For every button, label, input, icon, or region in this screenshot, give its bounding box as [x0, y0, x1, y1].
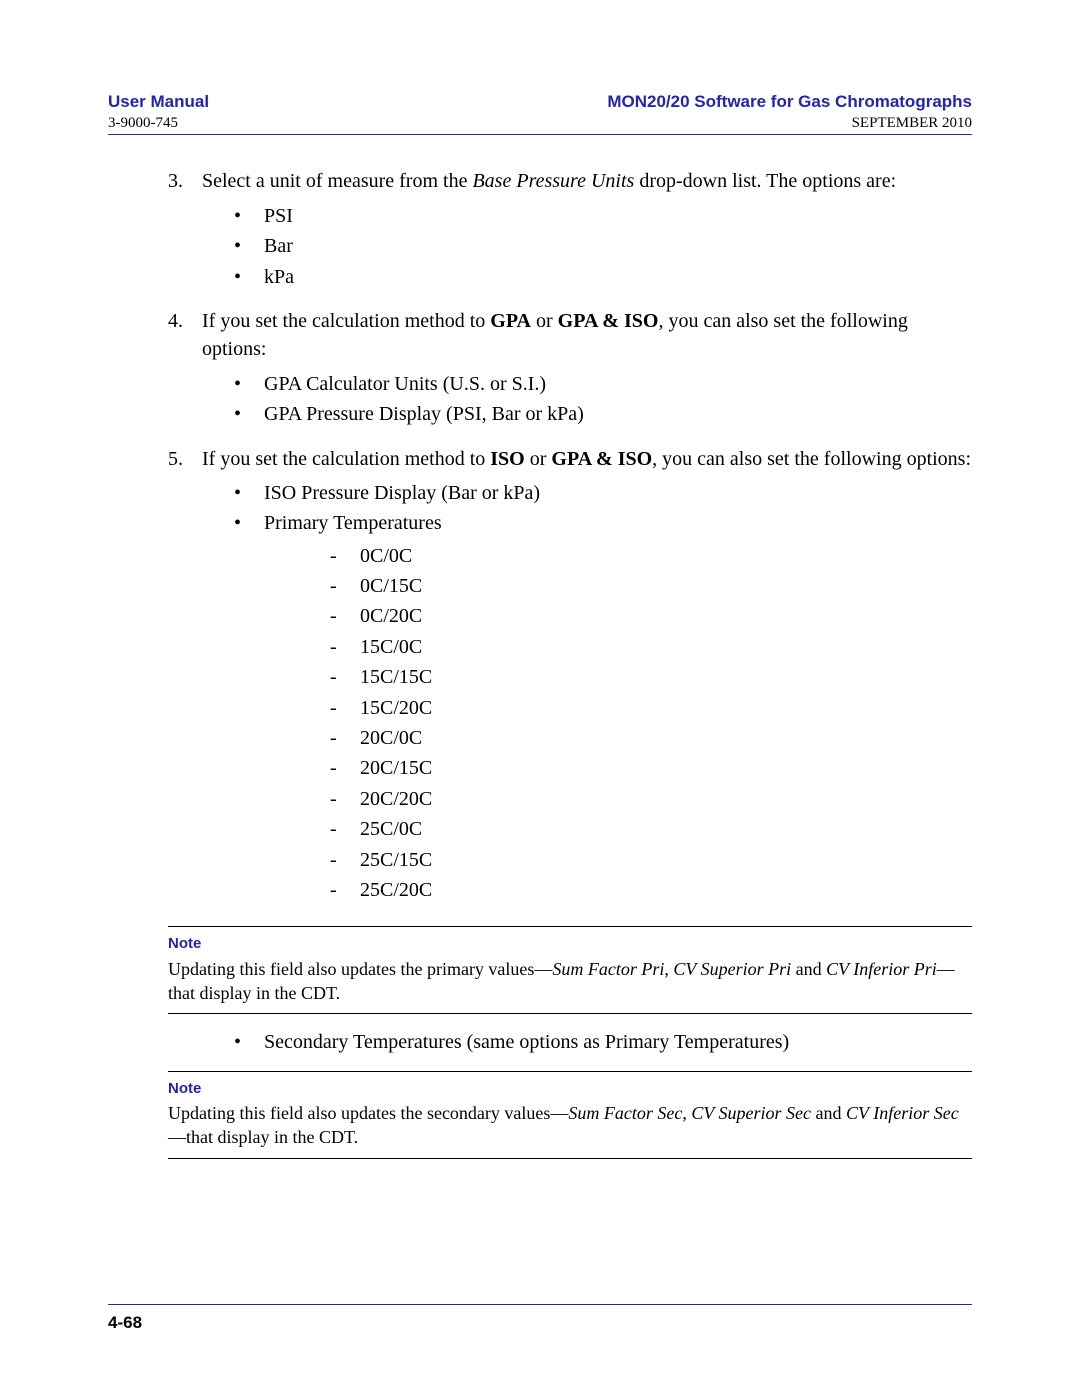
step-3-text: Select a unit of measure from the Base P…	[202, 170, 896, 192]
step-number: 3.	[168, 167, 202, 297]
step-3-options: •PSI •Bar •kPa	[202, 202, 972, 291]
list-item: •PSI	[232, 202, 972, 230]
note-secondary: Note Updating this field also updates th…	[168, 1071, 972, 1159]
note-text: Updating this field also updates the sec…	[168, 1101, 972, 1150]
footer-rule	[108, 1304, 972, 1305]
note-text: Updating this field also updates the pri…	[168, 957, 972, 1006]
step-5-options: •ISO Pressure Display (Bar or kPa) • Pri…	[202, 479, 972, 906]
step-4-options: •GPA Calculator Units (U.S. or S.I.) •GP…	[202, 370, 972, 429]
list-item: -25C/15C	[330, 846, 972, 874]
page-number: 4-68	[108, 1313, 142, 1333]
header-left-sub: 3-9000-745	[108, 114, 178, 132]
header-left-title: User Manual	[108, 92, 209, 112]
page-header: User Manual MON20/20 Software for Gas Ch…	[108, 92, 972, 135]
document-page: User Manual MON20/20 Software for Gas Ch…	[0, 0, 1080, 1397]
list-item: -25C/20C	[330, 876, 972, 904]
step-4: 4. If you set the calculation method to …	[168, 307, 972, 435]
list-item-secondary-temps: •Secondary Temperatures (same options as…	[232, 1028, 972, 1056]
list-item: •ISO Pressure Display (Bar or kPa)	[232, 479, 972, 507]
step-5: 5. If you set the calculation method to …	[168, 445, 972, 913]
list-item: -15C/0C	[330, 633, 972, 661]
list-item: -20C/0C	[330, 724, 972, 752]
list-item: -15C/20C	[330, 694, 972, 722]
list-item: •Bar	[232, 232, 972, 260]
primary-temperatures-list: -0C/0C -0C/15C -0C/20C -15C/0C -15C/15C …	[264, 542, 972, 905]
header-right-title: MON20/20 Software for Gas Chromatographs	[607, 92, 972, 112]
step-5-text: If you set the calculation method to ISO…	[202, 448, 971, 470]
list-item: -0C/15C	[330, 572, 972, 600]
step-3: 3. Select a unit of measure from the Bas…	[168, 167, 972, 297]
list-item: -0C/20C	[330, 602, 972, 630]
step-4-text: If you set the calculation method to GPA…	[202, 310, 908, 360]
step-number: 4.	[168, 307, 202, 435]
note-label: Note	[168, 933, 972, 954]
list-item: -15C/15C	[330, 663, 972, 691]
list-item: •GPA Pressure Display (PSI, Bar or kPa)	[232, 400, 972, 428]
note-label: Note	[168, 1078, 972, 1099]
note-primary: Note Updating this field also updates th…	[168, 926, 972, 1014]
header-right-sub: SEPTEMBER 2010	[852, 114, 972, 132]
list-item: •kPa	[232, 263, 972, 291]
list-item: •GPA Calculator Units (U.S. or S.I.)	[232, 370, 972, 398]
list-item: -20C/20C	[330, 785, 972, 813]
list-item: -20C/15C	[330, 754, 972, 782]
list-item: -25C/0C	[330, 815, 972, 843]
page-content: 3. Select a unit of measure from the Bas…	[108, 167, 972, 1158]
list-item: -0C/0C	[330, 542, 972, 570]
step-number: 5.	[168, 445, 202, 913]
list-item: • Primary Temperatures -0C/0C -0C/15C -0…	[232, 509, 972, 906]
